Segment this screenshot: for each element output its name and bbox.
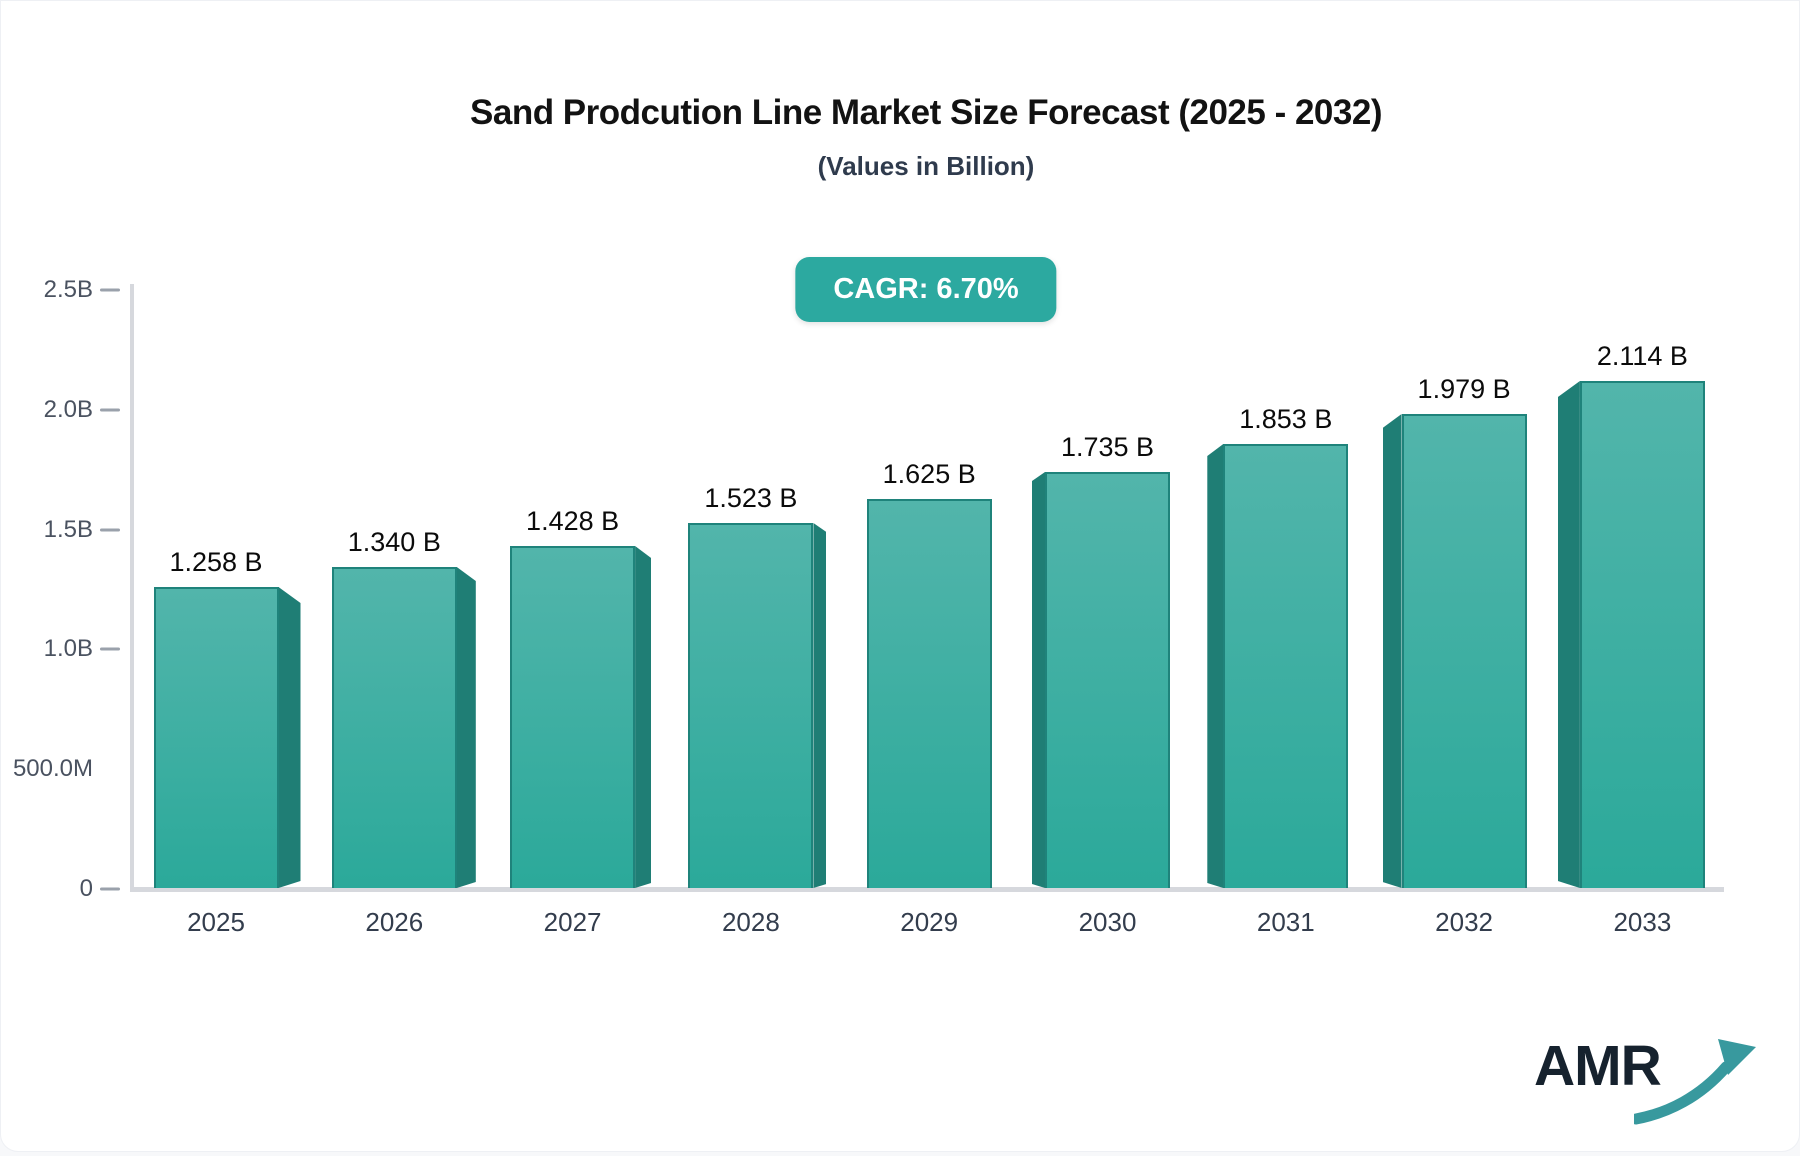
chart-subtitle: (Values in Billion)	[817, 151, 1035, 181]
y-tick-label-2.0B: 2.0B	[43, 395, 93, 423]
x-axis-label-2030: 2030	[1078, 907, 1137, 937]
bar-2033[interactable]	[1579, 381, 1705, 888]
y-tick-dash-0	[100, 887, 120, 891]
growth-arrow-icon	[1634, 1039, 1756, 1125]
x-axis-label-2025: 2025	[187, 907, 245, 937]
y-tick-label-1.5B: 1.5B	[43, 515, 93, 543]
x-axis-label-2033: 2033	[1613, 907, 1672, 937]
bar-value-label-2031: 1.853 B	[1239, 404, 1333, 434]
amr-logo: AMR	[1534, 1033, 1756, 1133]
bar-2032[interactable]	[1401, 414, 1527, 888]
bar-2028[interactable]	[688, 523, 814, 888]
bar-value-label-2027: 1.428 B	[526, 506, 620, 536]
chart-title: Sand Prodcution Line Market Size Forecas…	[470, 93, 1382, 132]
y-tick-dash-1.5B	[100, 528, 120, 532]
bar-side-2027	[635, 546, 652, 888]
bar-2025[interactable]	[153, 587, 279, 888]
x-axis-label-2032: 2032	[1435, 907, 1494, 937]
bar-value-label-2032: 1.979 B	[1417, 374, 1511, 404]
bar-side-2032	[1382, 414, 1402, 888]
amr-logo-text: AMR	[1534, 1034, 1662, 1098]
cagr-badge: CAGR: 6.70%	[795, 257, 1057, 322]
bar-value-label-2028: 1.523 B	[704, 483, 798, 513]
bar-value-label-2026: 1.340 B	[347, 527, 441, 557]
y-tick-label-1.0B: 1.0B	[43, 635, 93, 663]
y-tick-label-500.0M: 500.0M	[12, 755, 93, 783]
x-axis-label-2029: 2029	[900, 907, 959, 937]
x-axis-label-2031: 2031	[1256, 907, 1315, 937]
bar-2026[interactable]	[331, 567, 457, 888]
bar-side-2026	[456, 567, 476, 888]
y-tick-label-2.5B: 2.5B	[43, 276, 93, 303]
bar-side-2033	[1557, 381, 1580, 888]
y-tick-dash-2.0B	[100, 408, 120, 412]
bar-side-2031	[1207, 444, 1224, 888]
x-axis-baseline	[130, 887, 1724, 892]
bar-2027[interactable]	[510, 546, 636, 888]
y-tick-dash-1.0B	[100, 647, 120, 651]
x-axis-label-2027: 2027	[543, 907, 602, 937]
bar-value-label-2030: 1.735 B	[1060, 432, 1155, 462]
y-tick-label-0: 0	[79, 875, 93, 902]
chart-header: Sand Prodcution Line Market Size Forecas…	[51, 1, 1799, 182]
bar-side-2028	[813, 523, 827, 888]
bar-side-2025	[278, 587, 301, 888]
bar-value-label-2033: 2.114 B	[1596, 341, 1688, 371]
y-axis-line	[130, 284, 134, 889]
bar-2031[interactable]	[1223, 444, 1349, 888]
bar-side-2030	[1032, 472, 1045, 888]
bar-value-label-2029: 1.625 B	[882, 459, 976, 489]
x-axis-label-2026: 2026	[365, 907, 424, 937]
x-axis-label-2028: 2028	[721, 907, 780, 937]
bar-value-label-2025: 1.258 B	[169, 547, 263, 577]
bar-2030[interactable]	[1045, 472, 1170, 888]
y-tick-dash-2.5B	[100, 288, 120, 292]
bar-2029[interactable]	[866, 499, 992, 888]
